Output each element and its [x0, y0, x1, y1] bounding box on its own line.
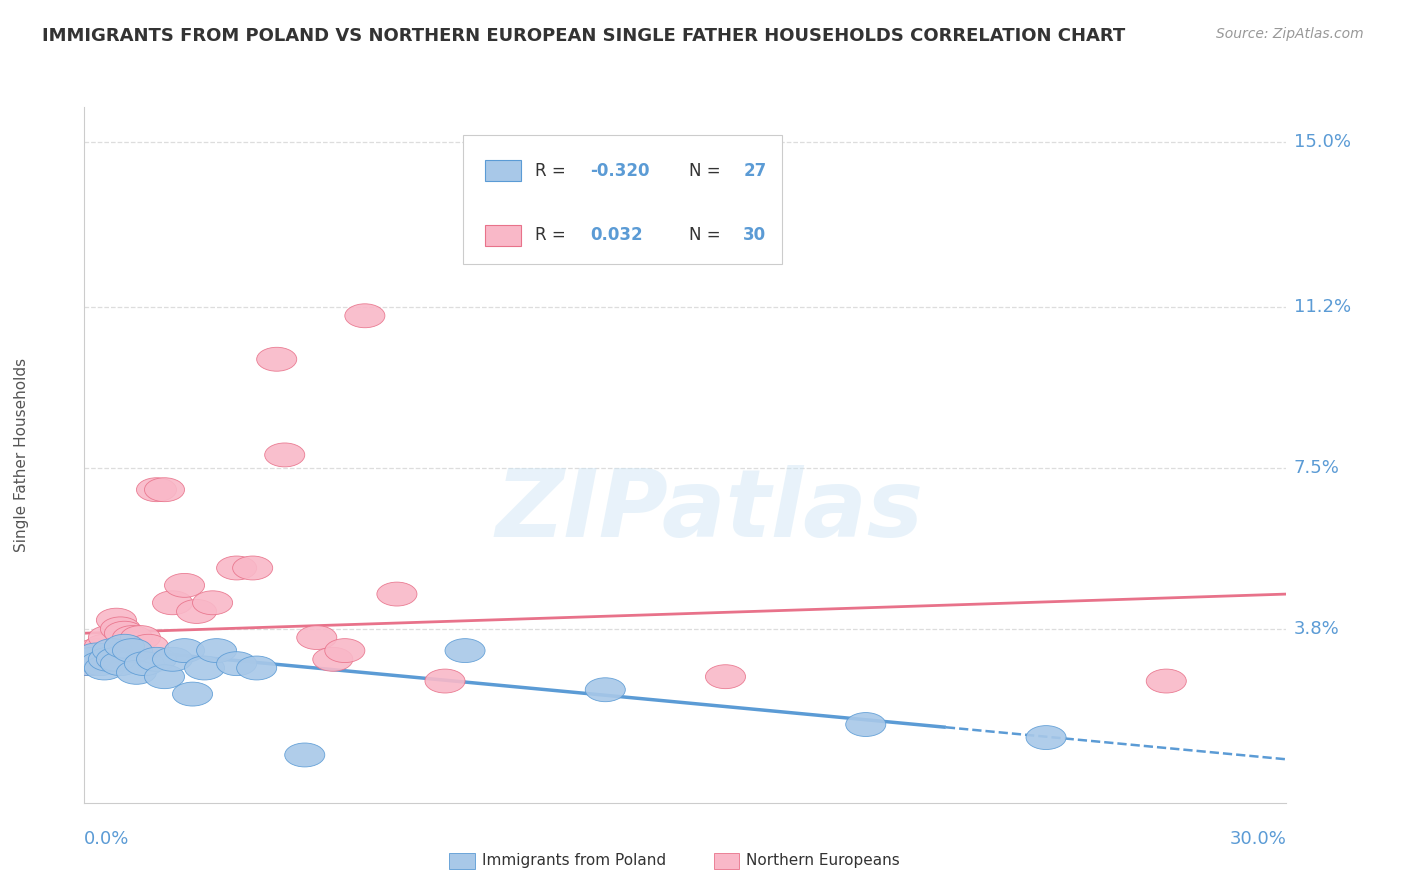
Ellipse shape: [97, 608, 136, 632]
Ellipse shape: [165, 639, 205, 663]
Ellipse shape: [72, 648, 112, 672]
Ellipse shape: [285, 743, 325, 767]
Text: Source: ZipAtlas.com: Source: ZipAtlas.com: [1216, 27, 1364, 41]
Ellipse shape: [1146, 669, 1187, 693]
Ellipse shape: [377, 582, 418, 606]
Ellipse shape: [1026, 725, 1066, 749]
Text: R =: R =: [536, 227, 571, 244]
Ellipse shape: [193, 591, 232, 615]
Ellipse shape: [104, 621, 145, 645]
Ellipse shape: [197, 639, 236, 663]
Ellipse shape: [325, 639, 366, 663]
Ellipse shape: [173, 682, 212, 706]
Ellipse shape: [72, 648, 112, 672]
Ellipse shape: [177, 599, 217, 624]
FancyBboxPatch shape: [463, 135, 782, 263]
Ellipse shape: [104, 634, 145, 658]
Ellipse shape: [706, 665, 745, 689]
Text: ZIPatlas: ZIPatlas: [495, 465, 924, 557]
Text: 0.032: 0.032: [591, 227, 643, 244]
Ellipse shape: [217, 556, 257, 580]
Ellipse shape: [100, 652, 141, 675]
Text: 27: 27: [744, 162, 766, 180]
Ellipse shape: [136, 648, 177, 672]
Ellipse shape: [80, 648, 121, 672]
Text: 15.0%: 15.0%: [1294, 133, 1351, 151]
Ellipse shape: [80, 652, 121, 675]
Ellipse shape: [344, 304, 385, 327]
Text: 30.0%: 30.0%: [1230, 830, 1286, 847]
Ellipse shape: [217, 652, 257, 675]
Ellipse shape: [257, 347, 297, 371]
Text: N =: N =: [689, 227, 725, 244]
Ellipse shape: [232, 556, 273, 580]
Ellipse shape: [125, 652, 165, 675]
Ellipse shape: [84, 656, 125, 680]
Ellipse shape: [89, 625, 128, 649]
Text: 30: 30: [744, 227, 766, 244]
Ellipse shape: [145, 665, 184, 689]
Text: IMMIGRANTS FROM POLAND VS NORTHERN EUROPEAN SINGLE FATHER HOUSEHOLDS CORRELATION: IMMIGRANTS FROM POLAND VS NORTHERN EUROP…: [42, 27, 1125, 45]
Ellipse shape: [76, 643, 117, 667]
Text: -0.320: -0.320: [591, 162, 650, 180]
Ellipse shape: [152, 591, 193, 615]
Ellipse shape: [76, 639, 117, 663]
Ellipse shape: [312, 648, 353, 672]
Ellipse shape: [112, 625, 152, 649]
Text: Immigrants from Poland: Immigrants from Poland: [481, 854, 665, 868]
Ellipse shape: [93, 639, 132, 663]
Ellipse shape: [846, 713, 886, 737]
Ellipse shape: [69, 652, 108, 675]
Text: Northern Europeans: Northern Europeans: [745, 854, 900, 868]
Text: 11.2%: 11.2%: [1294, 298, 1351, 316]
Ellipse shape: [117, 660, 156, 684]
Ellipse shape: [97, 648, 136, 672]
Ellipse shape: [84, 634, 125, 658]
Ellipse shape: [297, 625, 337, 649]
Ellipse shape: [425, 669, 465, 693]
Ellipse shape: [165, 574, 205, 598]
Ellipse shape: [128, 634, 169, 658]
Ellipse shape: [89, 648, 128, 672]
Text: N =: N =: [689, 162, 725, 180]
Text: 3.8%: 3.8%: [1294, 620, 1340, 638]
Text: Single Father Households: Single Father Households: [14, 358, 28, 552]
Ellipse shape: [69, 652, 108, 675]
Text: 7.5%: 7.5%: [1294, 459, 1340, 477]
Text: 0.0%: 0.0%: [84, 830, 129, 847]
Ellipse shape: [136, 478, 177, 501]
Ellipse shape: [264, 443, 305, 467]
FancyBboxPatch shape: [485, 225, 520, 245]
Ellipse shape: [184, 656, 225, 680]
Ellipse shape: [152, 648, 193, 672]
FancyBboxPatch shape: [485, 161, 520, 181]
Ellipse shape: [585, 678, 626, 702]
Ellipse shape: [446, 639, 485, 663]
Ellipse shape: [100, 617, 141, 640]
Ellipse shape: [112, 639, 152, 663]
Ellipse shape: [145, 478, 184, 501]
Text: R =: R =: [536, 162, 571, 180]
Ellipse shape: [121, 625, 160, 649]
Ellipse shape: [236, 656, 277, 680]
